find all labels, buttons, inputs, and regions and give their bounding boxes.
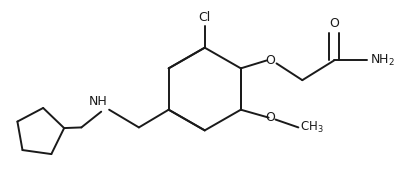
Text: Cl: Cl	[199, 11, 211, 24]
Text: O: O	[329, 17, 339, 30]
Text: CH$_3$: CH$_3$	[300, 120, 324, 135]
Text: O: O	[266, 54, 276, 67]
Text: NH: NH	[88, 95, 107, 108]
Text: NH$_2$: NH$_2$	[370, 53, 395, 68]
Text: O: O	[266, 111, 276, 124]
